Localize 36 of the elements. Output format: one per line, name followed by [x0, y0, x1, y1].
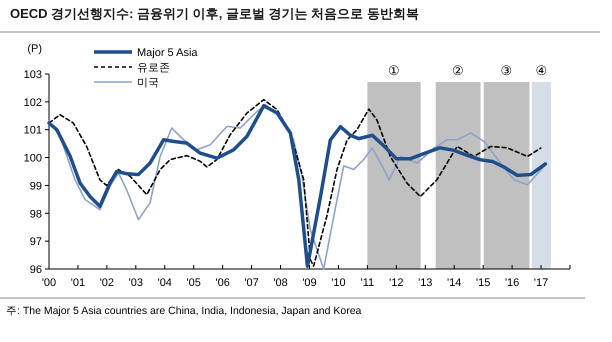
- y-tick-label: 97: [30, 236, 42, 248]
- x-tick-label: '04: [158, 277, 172, 289]
- x-tick-label: '16: [504, 277, 520, 289]
- legend-label: 미국: [137, 77, 159, 89]
- band-label: ③: [500, 63, 513, 78]
- legend-label: Major 5 Asia: [137, 47, 198, 59]
- x-tick-label: '01: [70, 277, 86, 289]
- chart-title: OECD 경기선행지수: 금융위기 이후, 글로벌 경기는 처음으로 동반회복: [10, 6, 419, 21]
- band-label: ①: [388, 63, 400, 78]
- x-tick-label: '14: [447, 277, 462, 289]
- y-tick-label: 101: [24, 124, 42, 137]
- y-tick-label: 96: [30, 264, 42, 276]
- band-label: ④: [535, 63, 548, 78]
- x-tick-label: '00: [42, 277, 56, 289]
- x-tick-label: '15: [476, 277, 490, 289]
- x-tick-label: '11: [360, 277, 374, 289]
- y-axis-title: (P): [27, 43, 42, 55]
- x-tick-label: '05: [186, 277, 201, 289]
- y-tick-label: 100: [24, 152, 42, 165]
- text: 주: The Major 5 Asia countries are China, India, Indonesia, Japan and Korea: [6, 305, 362, 317]
- x-tick-label: '07: [244, 277, 259, 289]
- legend-label: 유로존: [137, 62, 170, 74]
- y-tick-label: 103: [24, 69, 42, 81]
- y-tick-label: 99: [30, 180, 42, 192]
- x-tick-label: '06: [215, 277, 230, 289]
- x-tick-label: '13: [418, 277, 432, 289]
- y-tick-label: 98: [30, 208, 42, 220]
- x-tick-label: '09: [302, 277, 317, 289]
- y-tick-label: 102: [24, 96, 42, 109]
- x-tick-label: '10: [331, 277, 346, 289]
- x-tick-label: '02: [100, 277, 114, 289]
- x-tick-label: '08: [273, 277, 288, 289]
- x-tick-label: '17: [534, 277, 548, 289]
- x-tick-label: '03: [128, 277, 144, 289]
- x-tick-label: '12: [389, 277, 404, 289]
- band-label: ②: [452, 63, 464, 78]
